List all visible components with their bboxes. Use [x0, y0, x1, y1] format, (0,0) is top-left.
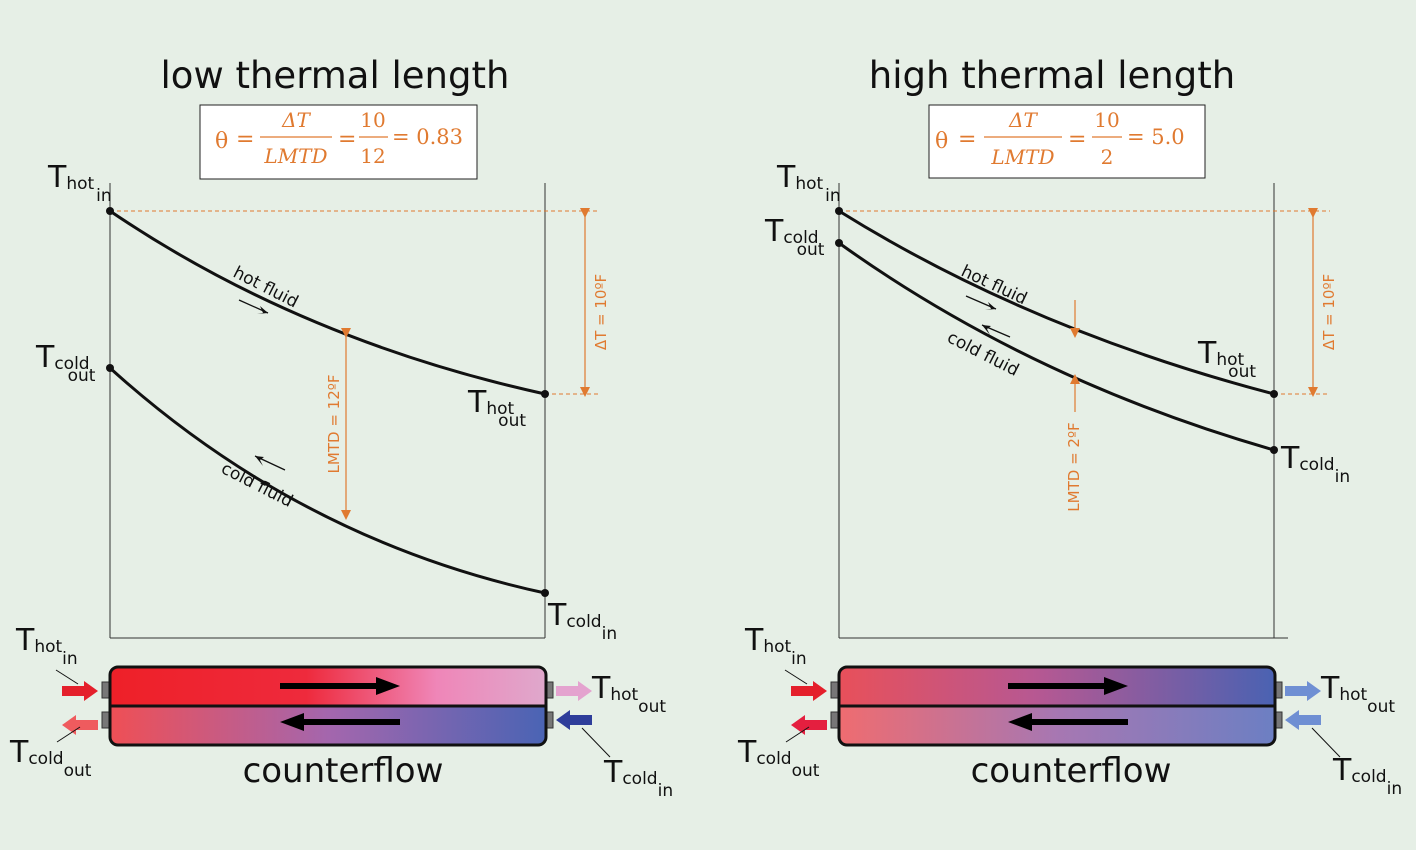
delta-t-label: ΔT = 10ºF [592, 274, 610, 350]
equation-result: = 5.0 [1127, 125, 1185, 149]
hot-flow-direction-arrow [238, 299, 269, 314]
exchanger-label: counterflow [243, 751, 444, 791]
cold-fluid-curve [838, 241, 1275, 452]
leader-hot-in [784, 669, 808, 685]
leader-cold-out [785, 726, 810, 743]
t-hot-in-port-label: Thotin [15, 623, 78, 669]
equals-sign-2: = [1068, 127, 1086, 152]
hot-in-point [835, 207, 843, 215]
equals-sign: = [236, 127, 254, 152]
lmtd-label: LMTD = 2ºF [1065, 422, 1083, 511]
hot-fluid-curve [109, 209, 546, 396]
panel-low-thermal-length: low thermal length θ = ΔT LMTD = 10 12 =… [9, 54, 673, 801]
hot-fluid-label: hot fluid [958, 261, 1030, 309]
theta-symbol: θ [935, 129, 948, 154]
cold-outlet-arrow [791, 715, 827, 735]
cold-inlet-arrow [556, 710, 592, 730]
t-cold-out-port-label: Tcoldout [737, 735, 820, 781]
cold-fluid-label: cold fluid [218, 459, 296, 512]
equals-sign-2: = [338, 127, 356, 152]
cold-out-point [106, 364, 114, 372]
t-hot-out-port-label: Thotout [591, 671, 666, 717]
t-cold-out-port-label: Tcoldout [9, 735, 92, 781]
cold-in-point [1270, 446, 1278, 454]
t-hot-out-label: Thot out [467, 385, 526, 431]
denominator-lmtd: LMTD [263, 144, 327, 168]
equation-box: θ = ΔT LMTD = 10 2 = 5.0 [928, 104, 1206, 179]
hot-flow-direction-arrow [965, 295, 997, 310]
hot-outlet-arrow [556, 681, 592, 701]
cold-inlet-arrow [1285, 710, 1321, 730]
t-cold-out-label: Tcold out [35, 340, 96, 386]
theta-symbol: θ [215, 129, 228, 154]
numerator-value: 10 [1094, 108, 1119, 132]
denominator-value: 2 [1101, 145, 1114, 169]
denominator-lmtd: LMTD [990, 145, 1054, 169]
t-hot-in-label: Thotin [776, 160, 841, 206]
leader-cold-out [56, 726, 81, 743]
cold-flow-arrow [280, 713, 304, 731]
numerator-delta-t: ΔT [281, 108, 311, 132]
heat-exchanger [101, 665, 554, 747]
hot-outlet-arrow [1285, 681, 1321, 701]
cold-flow-direction-arrow [981, 324, 1011, 338]
heat-exchanger [830, 665, 1283, 747]
cold-flow-arrow [1008, 713, 1032, 731]
panel-title: low thermal length [161, 54, 510, 97]
leader-cold-in [1311, 727, 1341, 758]
panel-high-thermal-length: high thermal length θ = ΔT LMTD = 10 2 =… [737, 54, 1402, 799]
equals-sign: = [958, 127, 976, 152]
cold-fluid-curve [108, 366, 546, 595]
cold-outlet-arrow [62, 715, 98, 735]
t-hot-out-port-label: Thotout [1320, 671, 1395, 717]
panel-title: high thermal length [869, 54, 1235, 97]
hot-out-point [541, 390, 549, 398]
hot-inlet-arrow [791, 681, 827, 701]
t-cold-out-label: Tcold out [764, 214, 825, 260]
t-hot-in-port-label: Thotin [744, 623, 807, 669]
cold-fluid-label: cold fluid [944, 328, 1022, 381]
t-cold-in-label: Tcoldin [1280, 441, 1350, 487]
hot-inlet-arrow [62, 681, 98, 701]
t-cold-in-label: Tcoldin [547, 598, 617, 644]
equation-box: θ = ΔT LMTD = 10 12 = 0.83 [199, 104, 478, 180]
lmtd-label: LMTD = 12ºF [325, 375, 343, 474]
t-cold-in-port-label: Tcoldin [603, 755, 673, 801]
denominator-value: 12 [360, 144, 385, 168]
hot-out-point [1270, 390, 1278, 398]
hot-fluid-curve [838, 209, 1275, 396]
leader-cold-in [581, 727, 611, 758]
numerator-value: 10 [360, 108, 385, 132]
t-hot-out-label: Thot out [1197, 336, 1256, 382]
t-cold-in-port-label: Tcoldin [1332, 753, 1402, 799]
cold-flow-direction-arrow [254, 455, 286, 471]
delta-t-label: ΔT = 10ºF [1320, 274, 1338, 350]
hot-flow-arrow [376, 677, 400, 695]
leader-hot-in [55, 669, 79, 685]
t-hot-in-label: Thotin [47, 160, 112, 206]
equation-result: = 0.83 [392, 125, 463, 149]
cold-out-point [835, 239, 843, 247]
cold-in-point [541, 589, 549, 597]
hot-flow-arrow [1104, 677, 1128, 695]
hot-in-point [106, 207, 114, 215]
exchanger-label: counterflow [971, 751, 1172, 791]
numerator-delta-t: ΔT [1008, 108, 1038, 132]
